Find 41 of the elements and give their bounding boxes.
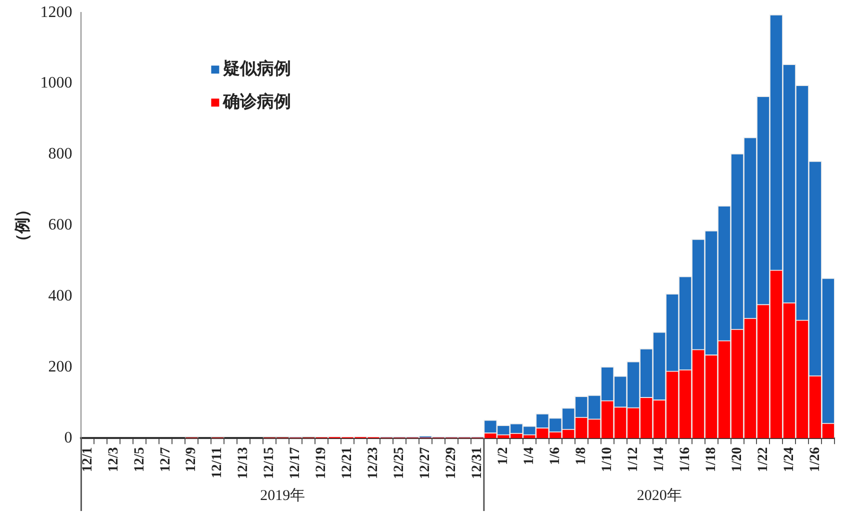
x-tick-label: 12/27 <box>418 447 434 479</box>
x-tick-label: 12/19 <box>314 447 330 479</box>
y-tick-label: 1000 <box>40 74 72 92</box>
x-tick-label: 12/21 <box>340 447 356 479</box>
x-tick-label: 12/17 <box>288 447 304 479</box>
x-tick-label: 1/26 <box>808 447 823 472</box>
text: 2019年 <box>260 487 306 504</box>
x-tick-label: 1/24 <box>782 447 797 472</box>
x-tick-label: 1/22 <box>756 447 771 472</box>
x-tick-label: 12/31 <box>470 447 486 479</box>
x-tick-label: 1/10 <box>600 447 615 472</box>
x-tick-label: 1/14 <box>652 447 667 472</box>
x-tick-label: 12/11 <box>210 447 226 478</box>
y-tick-label: 200 <box>48 358 72 376</box>
y-tick-label: 400 <box>48 287 72 304</box>
x-tick-label: 1/12 <box>626 447 641 472</box>
x-tick-label: 1/4 <box>522 447 538 465</box>
x-tick-label: 12/13 <box>236 447 252 479</box>
x-tick-label: 12/23 <box>366 447 382 479</box>
x-tick-label: 1/18 <box>704 447 719 472</box>
x-tick-label: 1/6 <box>548 447 563 465</box>
x-tick-label: 12/5 <box>132 447 148 472</box>
x-tick-label: 1/20 <box>730 447 745 472</box>
y-tick-label: 0 <box>64 429 72 446</box>
x-tick-label: 12/29 <box>444 447 460 479</box>
y-tick-label: 800 <box>48 146 72 163</box>
x-tick-label: 12/9 <box>184 447 200 472</box>
x-tick-label: 12/1 <box>80 447 96 472</box>
x-tick-label: 12/3 <box>106 447 122 472</box>
x-tick-label: 12/25 <box>392 447 408 479</box>
legend-label: 疑似病例 <box>222 58 292 78</box>
y-tick-label: 1200 <box>40 4 72 21</box>
y-tick-label: 600 <box>48 216 72 234</box>
x-tick-label: 12/7 <box>158 447 174 472</box>
y-axis-title: （例） <box>14 201 32 250</box>
x-tick-label: 1/2 <box>496 447 512 465</box>
x-tick-label: 1/8 <box>574 447 589 465</box>
text: 2020年 <box>636 487 682 504</box>
legend-label: 确诊病例 <box>222 92 292 111</box>
x-tick-label: 1/16 <box>678 447 693 472</box>
x-tick-label: 12/15 <box>262 447 278 479</box>
